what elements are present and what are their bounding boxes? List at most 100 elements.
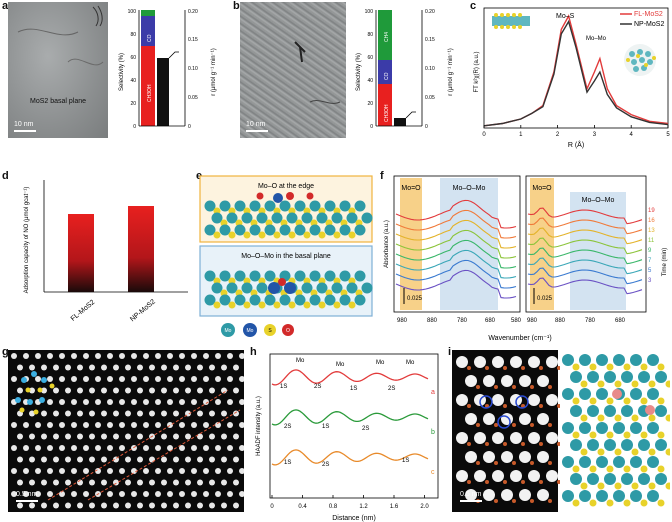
atom-column xyxy=(125,387,131,394)
mo-atom xyxy=(361,212,373,224)
ir-curve-right-0 xyxy=(527,207,643,225)
atom-column xyxy=(179,445,185,451)
highlight-atom xyxy=(286,192,294,200)
s-site xyxy=(512,423,516,427)
svg-text:2S: 2S xyxy=(362,426,369,432)
s-atom xyxy=(318,231,326,239)
mo-atom xyxy=(241,212,253,224)
model-s xyxy=(614,448,622,456)
panel-d-ylabel: Adsorption capacity of NO (μmol gcat⁻¹) xyxy=(24,187,30,294)
s-site xyxy=(512,385,516,389)
f-xtick: 880 xyxy=(427,318,438,324)
model-s xyxy=(597,414,605,422)
mo-atom xyxy=(279,224,291,236)
haadf-atom xyxy=(456,356,468,368)
model-s xyxy=(648,380,656,388)
model-mo xyxy=(596,422,608,434)
c-xtick: 2 xyxy=(556,132,560,138)
model-s xyxy=(614,414,622,422)
s-site xyxy=(521,480,525,484)
mo-atom xyxy=(211,212,223,224)
atom-column xyxy=(203,422,209,428)
s-site xyxy=(503,480,507,484)
atom-column xyxy=(209,410,215,417)
s-atom xyxy=(333,207,341,215)
time-label: 7 xyxy=(648,258,652,264)
atom-column xyxy=(203,376,209,382)
atom-column xyxy=(227,399,233,405)
mo-atom xyxy=(316,282,328,294)
model-s xyxy=(640,431,648,439)
haadf-atom xyxy=(519,413,531,425)
atom-column xyxy=(221,364,227,371)
atom-column xyxy=(119,376,125,382)
atom-column xyxy=(137,364,143,371)
atom-column xyxy=(197,502,203,509)
mo-atom xyxy=(294,200,306,212)
h-xtick: 2.0 xyxy=(420,504,429,510)
s-site xyxy=(530,423,534,427)
atom-column xyxy=(185,364,191,371)
bar-selectivity-co xyxy=(141,16,155,46)
atom-column xyxy=(179,353,185,359)
mo-atom xyxy=(241,282,253,294)
c-xtick: 0 xyxy=(482,132,486,138)
svg-text:a: a xyxy=(431,389,435,396)
svg-text:0.025: 0.025 xyxy=(407,296,423,302)
atom-column xyxy=(137,433,143,440)
atom-column xyxy=(131,422,137,428)
s-atom xyxy=(243,301,251,309)
atom-column xyxy=(83,491,89,497)
panel-f-ir-spectra: Mo=O Mo–O–Mo Mo=O Mo–O–Mo 0.025 0.025 98… xyxy=(384,175,668,342)
model-s xyxy=(631,414,639,422)
h-xtick: 1.2 xyxy=(359,504,368,510)
inset-sheet-structure xyxy=(492,13,530,29)
atom-column xyxy=(95,445,101,451)
s-atom xyxy=(213,231,221,239)
atom-column xyxy=(65,502,71,509)
atom-column xyxy=(113,410,119,417)
model-s xyxy=(631,448,639,456)
s-atom xyxy=(318,207,326,215)
haadf-atom xyxy=(528,394,540,406)
bar-np-mos2 xyxy=(128,206,154,292)
mo-atom xyxy=(346,212,358,224)
model-mo xyxy=(630,490,642,502)
f-xtick: 780 xyxy=(585,318,596,324)
atom-column xyxy=(131,353,137,359)
haadf-atom xyxy=(456,432,468,444)
mo-atom xyxy=(324,270,336,282)
model-mo xyxy=(579,354,591,366)
atom-column xyxy=(161,502,167,509)
atom-column xyxy=(89,502,95,509)
seg-co: CO xyxy=(147,34,153,42)
s-atom xyxy=(228,301,236,309)
atom-column xyxy=(11,353,17,359)
atom-column xyxy=(137,479,143,486)
s-atom xyxy=(228,207,236,215)
atom-column xyxy=(167,399,173,405)
haadf-atom xyxy=(510,470,522,482)
atom-column xyxy=(11,376,17,382)
s-atom xyxy=(303,277,311,285)
model-mo xyxy=(596,354,608,366)
atom-column xyxy=(209,364,215,371)
model-mo xyxy=(562,490,574,502)
s-atom xyxy=(213,301,221,309)
haadf-atom xyxy=(456,394,468,406)
atom-column xyxy=(125,502,131,509)
annot-mo-s: Mo–S xyxy=(556,13,575,20)
atom-column xyxy=(65,364,71,371)
mo-atom xyxy=(226,282,238,294)
atom-column xyxy=(107,422,113,428)
s-site xyxy=(485,442,489,446)
s-site xyxy=(539,366,543,370)
mo-atom xyxy=(339,224,351,236)
atom-column xyxy=(65,387,71,394)
model-s xyxy=(597,380,605,388)
model-mo xyxy=(579,388,591,400)
mo-atom xyxy=(264,200,276,212)
haadf-atom xyxy=(537,413,549,425)
mo-atom xyxy=(286,212,298,224)
s-site xyxy=(485,366,489,370)
